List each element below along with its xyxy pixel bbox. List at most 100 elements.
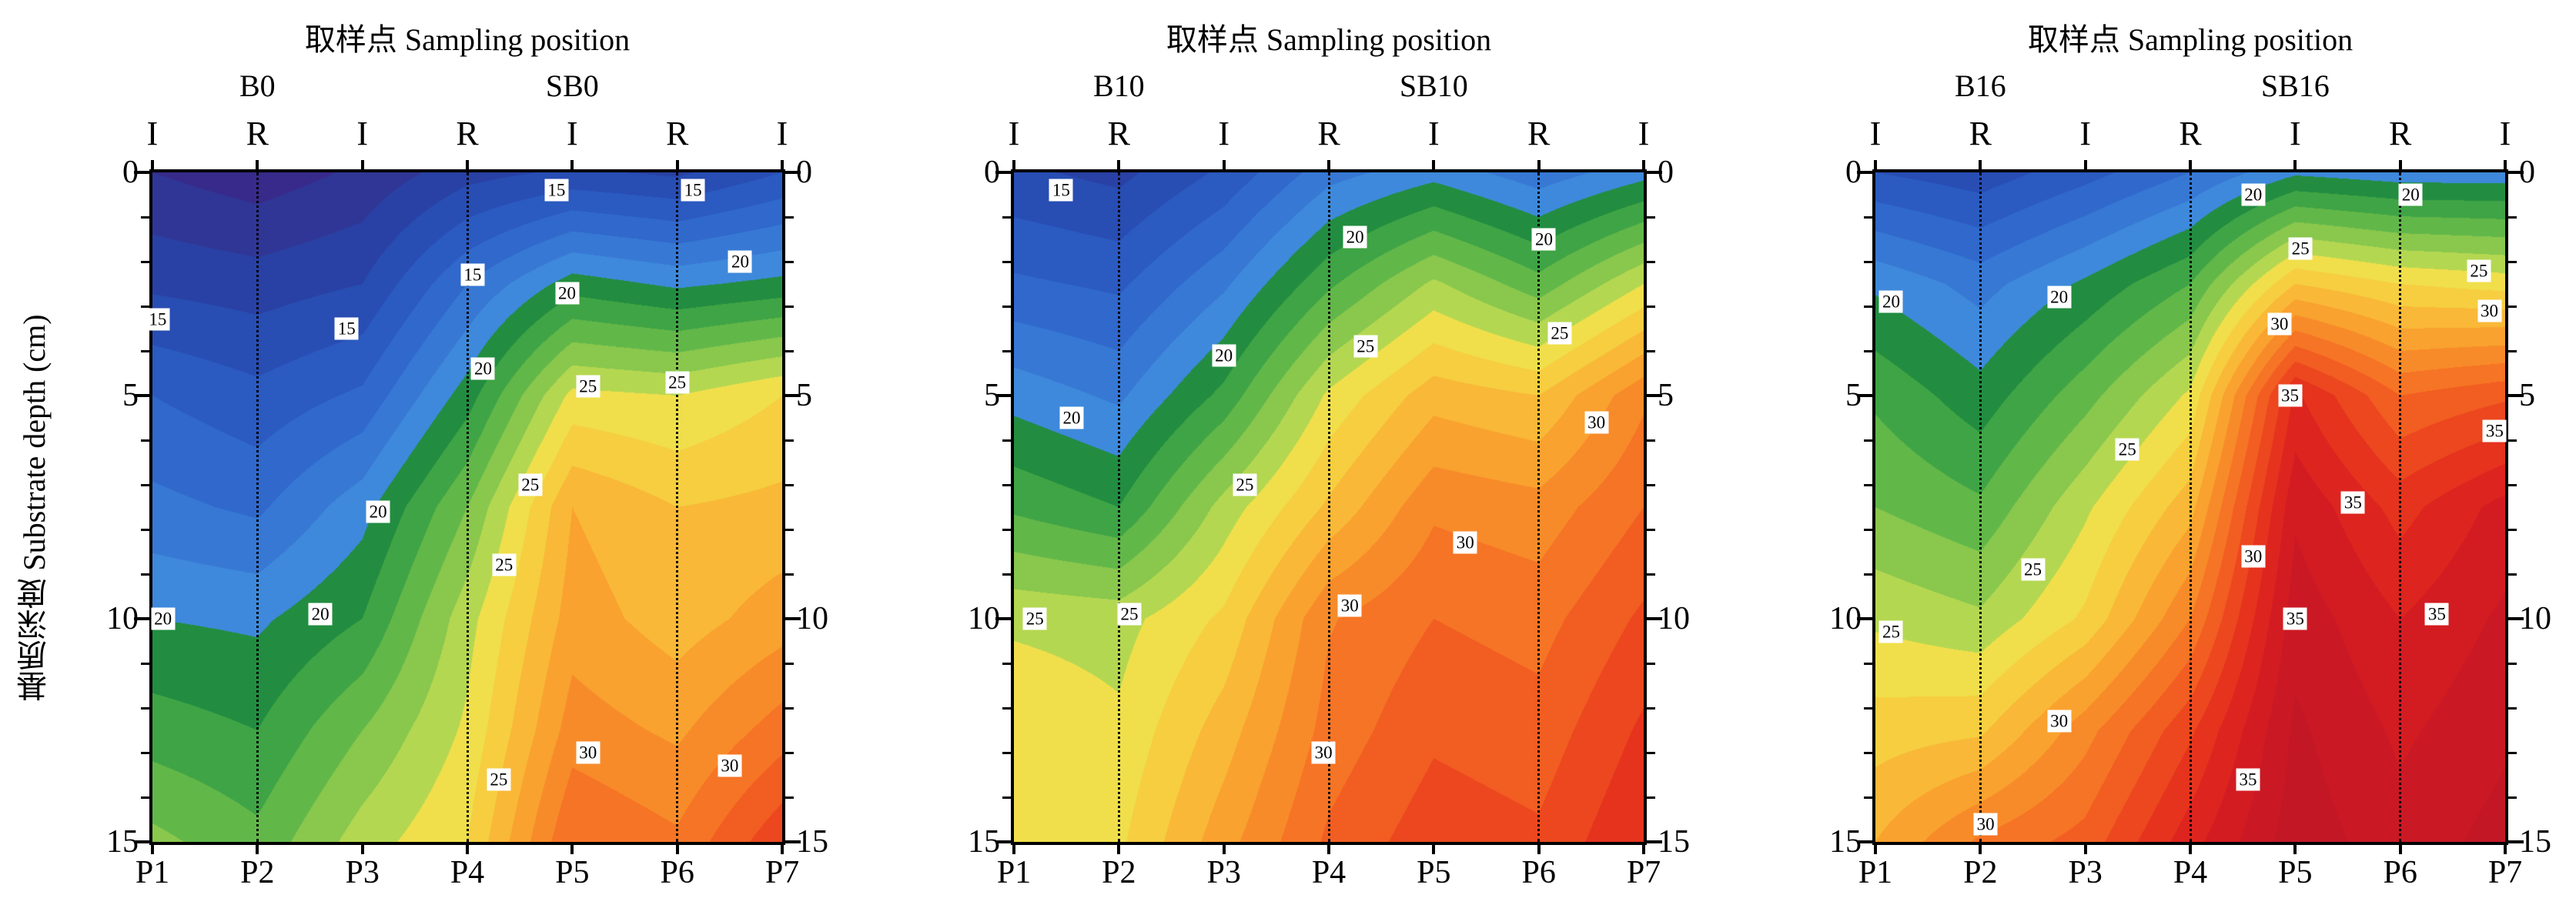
contour-label: 20 — [1212, 344, 1236, 367]
top-axis-marker: R — [456, 115, 479, 152]
y-axis-left-labels: 0 5 10 15 — [943, 156, 1011, 858]
top-axis-marker: R — [246, 115, 269, 152]
x-tick-label: P7 — [2487, 855, 2523, 890]
group-label-row: B16 SB16 — [1875, 63, 2505, 109]
x-tick-label: P3 — [345, 855, 380, 890]
contour-label: 20 — [728, 250, 752, 273]
tick-mark — [2398, 160, 2402, 169]
tick-mark — [1002, 751, 1011, 754]
tick-mark — [1864, 528, 1872, 531]
tick-mark — [141, 662, 149, 665]
y-tick-label: 0 — [1845, 155, 1862, 190]
tick-mark — [2508, 215, 2517, 219]
x-tick-label: P5 — [2278, 855, 2313, 890]
y-tick-label: 10 — [2519, 601, 2551, 636]
top-axis-marker: R — [2179, 115, 2202, 152]
tick-mark — [785, 483, 794, 486]
contour-label: 30 — [2047, 710, 2072, 733]
group-label: B0 — [239, 68, 276, 103]
contour-label: 35 — [2424, 603, 2449, 626]
tick-mark — [1857, 617, 1872, 620]
tick-mark — [1002, 349, 1011, 352]
top-axis-marker: I — [1869, 115, 1882, 152]
tick-mark — [2508, 617, 2524, 620]
tick-mark — [1864, 260, 1872, 263]
tick-mark — [2508, 305, 2517, 308]
tick-mark — [1647, 215, 1655, 219]
tick-mark — [1537, 845, 1541, 854]
tick-mark — [141, 796, 149, 799]
contour-label: 20 — [2398, 183, 2423, 206]
tick-mark — [1642, 160, 1645, 169]
y-tick-label: 10 — [106, 601, 139, 636]
x-axis-labels: P1 P2 P3 P4 P5 P6 P7 — [1858, 851, 2522, 894]
top-axis-marker: I — [567, 115, 578, 152]
panel-b0-sb0: 取样点 Sampling position B0 SB0 I R I R I R I 0 5 10… — [82, 12, 853, 894]
tick-mark — [570, 160, 574, 169]
tick-mark — [785, 796, 794, 799]
plot-row: 0 5 10 15 20 20 25 25 20 20 30 30 35 35 25 35 30 25 25 35 3… — [1805, 156, 2576, 858]
sampling-guide-line — [466, 172, 469, 842]
tick-mark — [2293, 160, 2297, 169]
contour-plot: 15 15 15 15 15 20 20 20 25 25 20 25 25 20 20 25 30 30 — [134, 160, 801, 854]
tick-mark — [134, 840, 149, 843]
y-tick-label: 15 — [2519, 824, 2551, 860]
top-axis-marker: R — [1107, 115, 1131, 152]
sampling-guide-line — [2399, 172, 2402, 842]
group-label: B16 — [1954, 68, 2006, 103]
x-tick-label: P7 — [764, 855, 800, 890]
contour-label: 35 — [2482, 419, 2507, 442]
y-tick-label: 10 — [968, 601, 1000, 636]
y-tick-label: 5 — [1845, 378, 1862, 413]
contour-label: 25 — [2467, 259, 2491, 282]
tick-mark — [2508, 751, 2517, 754]
x-tick-label: P3 — [2068, 855, 2103, 890]
tick-mark — [785, 171, 801, 174]
y-tick-label: 5 — [984, 378, 1000, 413]
contour-label: 30 — [576, 741, 601, 764]
tick-mark — [1222, 160, 1226, 169]
contour-label: 30 — [718, 754, 742, 777]
tick-mark — [1002, 706, 1011, 710]
tick-mark — [1864, 662, 1872, 665]
contour-label: 25 — [2115, 438, 2139, 461]
tick-mark — [1002, 483, 1011, 486]
tick-mark — [1012, 845, 1015, 854]
top-axis-marker: R — [1527, 115, 1551, 152]
tick-mark — [785, 662, 794, 665]
tick-mark — [1979, 845, 1982, 854]
tick-mark — [2508, 171, 2524, 174]
tick-mark — [2508, 260, 2517, 263]
contour-label: 15 — [460, 263, 485, 286]
tick-mark — [781, 160, 784, 169]
panels-row: 取样点 Sampling position B0 SB0 I R I R I R I 0 5 10… — [82, 12, 2576, 894]
y-axis-left-labels: 0 5 10 15 — [82, 156, 149, 858]
contour-label: 20 — [366, 500, 390, 523]
tick-mark — [256, 845, 259, 854]
top-axis-marker: R — [2388, 115, 2412, 152]
tick-mark — [141, 439, 149, 442]
top-axis-marker: I — [146, 115, 159, 152]
tick-mark — [141, 573, 149, 576]
tick-mark — [785, 349, 794, 352]
tick-mark — [1002, 305, 1011, 308]
contour-label: 30 — [2267, 312, 2292, 336]
tick-mark — [1647, 305, 1655, 308]
tick-mark — [466, 845, 469, 854]
group-label: SB10 — [1399, 68, 1468, 103]
tick-mark — [360, 845, 364, 854]
tick-mark — [1647, 706, 1655, 710]
tick-mark — [1857, 171, 1872, 174]
tick-mark — [1864, 706, 1872, 710]
tick-mark — [1857, 840, 1872, 843]
plot-row: 0 5 10 15 15 15 15 15 15 20 20 20 25 25 20 25 25 20 20 25 3… — [82, 156, 853, 858]
x-axis-labels: P1 P2 P3 P4 P5 P6 P7 — [997, 851, 1661, 894]
top-axis-marker: R — [1969, 115, 1992, 152]
tick-mark — [2508, 573, 2517, 576]
contour-label: 20 — [308, 603, 333, 626]
tick-mark — [1647, 439, 1655, 442]
tick-mark — [2508, 796, 2517, 799]
y-tick-label: 0 — [122, 155, 139, 190]
contour-label: 25 — [487, 768, 511, 791]
